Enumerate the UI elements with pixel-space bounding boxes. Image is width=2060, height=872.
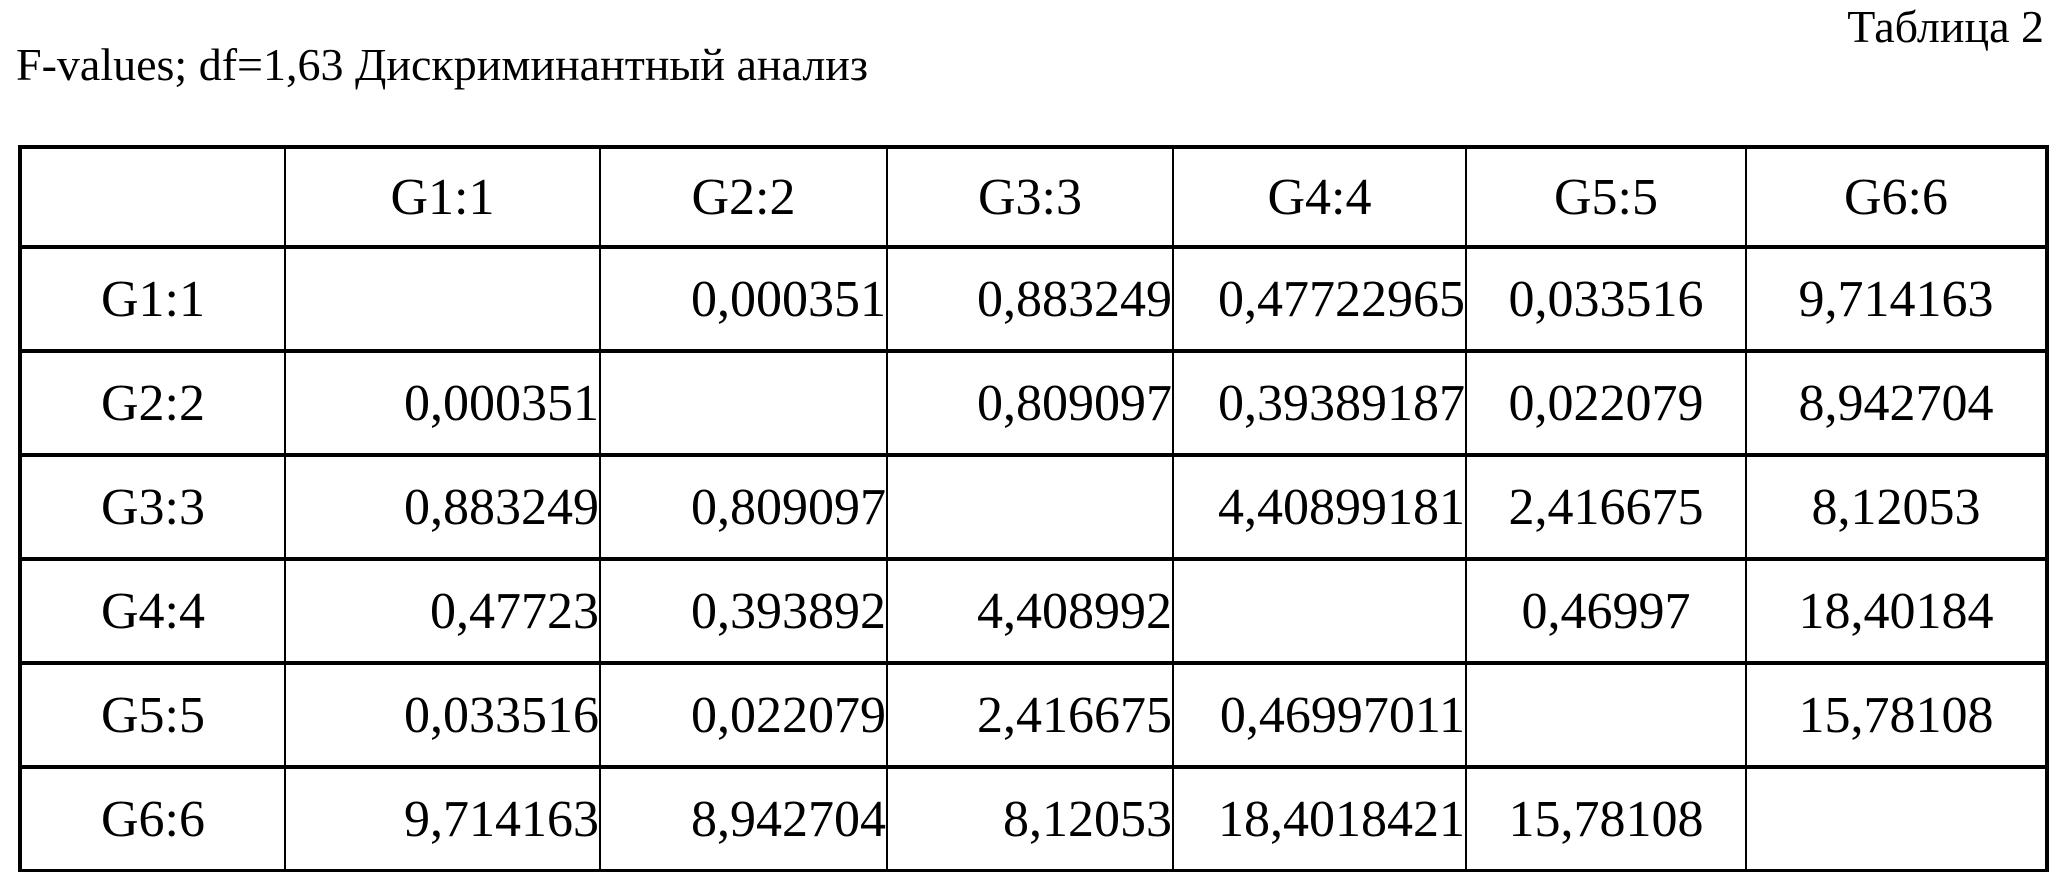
table-cell (284, 245, 601, 353)
table-cell: 0,022079 (1465, 349, 1747, 457)
table-cell: 2,416675 (886, 661, 1174, 769)
table-cell: 0,809097 (599, 453, 888, 561)
table-cell: 9,714163 (1745, 245, 2048, 353)
table-cell: 18,4018421 (1172, 765, 1467, 872)
table-row-g6: G6:6 9,714163 8,942704 8,12053 18,401842… (19, 765, 2048, 872)
row-header: G2:2 (19, 349, 286, 457)
table-cell: 18,40184 (1745, 557, 2048, 665)
table-cell: 9,714163 (284, 765, 601, 872)
column-header-g1: G1:1 (284, 145, 601, 249)
table-cell: 8,942704 (599, 765, 888, 872)
table-cell: 0,000351 (599, 245, 888, 353)
table-cell: 0,883249 (886, 245, 1174, 353)
table-header-row: G1:1 G2:2 G3:3 G4:4 G5:5 G6:6 (19, 145, 2048, 249)
table-number-label: Таблица 2 (1847, 1, 2044, 52)
f-values-table: G1:1 G2:2 G3:3 G4:4 G5:5 G6:6 G1:1 0,000… (18, 145, 2049, 872)
table-cell (1465, 661, 1747, 769)
table-cell: 0,033516 (1465, 245, 1747, 353)
column-header-g3: G3:3 (886, 145, 1174, 249)
table-cell: 0,000351 (284, 349, 601, 457)
table-cell: 0,47723 (284, 557, 601, 665)
column-header-g6: G6:6 (1745, 145, 2048, 249)
table-cell: 8,942704 (1745, 349, 2048, 457)
row-header: G5:5 (19, 661, 286, 769)
table-cell: 0,39389187 (1172, 349, 1467, 457)
table-cell: 4,40899181 (1172, 453, 1467, 561)
table-cell (1172, 557, 1467, 665)
table-cell: 0,022079 (599, 661, 888, 769)
table-cell: 8,12053 (886, 765, 1174, 872)
table-cell: 0,47722965 (1172, 245, 1467, 353)
column-header-g5: G5:5 (1465, 145, 1747, 249)
table-cell (599, 349, 888, 457)
column-header-g2: G2:2 (599, 145, 888, 249)
column-header-g4: G4:4 (1172, 145, 1467, 249)
table-cell: 0,46997011 (1172, 661, 1467, 769)
row-header: G3:3 (19, 453, 286, 561)
table-cell (886, 453, 1174, 561)
table-cell: 4,408992 (886, 557, 1174, 665)
table-cell (1745, 765, 2048, 872)
row-header: G1:1 (19, 245, 286, 353)
table-cell: 2,416675 (1465, 453, 1747, 561)
table-cell: 0,393892 (599, 557, 888, 665)
table-cell: 15,78108 (1745, 661, 2048, 769)
row-header: G4:4 (19, 557, 286, 665)
table-cell: 15,78108 (1465, 765, 1747, 872)
row-header: G6:6 (19, 765, 286, 872)
table-cell: 0,033516 (284, 661, 601, 769)
table-cell: 0,809097 (886, 349, 1174, 457)
table-caption: F-values; df=1,63 Дискриминантный анализ (16, 39, 869, 90)
table-row-g3: G3:3 0,883249 0,809097 4,40899181 2,4166… (19, 453, 2048, 561)
table-row-g2: G2:2 0,000351 0,809097 0,39389187 0,0220… (19, 349, 2048, 457)
table-row-g5: G5:5 0,033516 0,022079 2,416675 0,469970… (19, 661, 2048, 769)
table-cell: 8,12053 (1745, 453, 2048, 561)
table-row-g4: G4:4 0,47723 0,393892 4,408992 0,46997 1… (19, 557, 2048, 665)
table-cell: 0,883249 (284, 453, 601, 561)
column-header-empty (19, 145, 286, 249)
table-cell: 0,46997 (1465, 557, 1747, 665)
table-row-g1: G1:1 0,000351 0,883249 0,47722965 0,0335… (19, 245, 2048, 353)
